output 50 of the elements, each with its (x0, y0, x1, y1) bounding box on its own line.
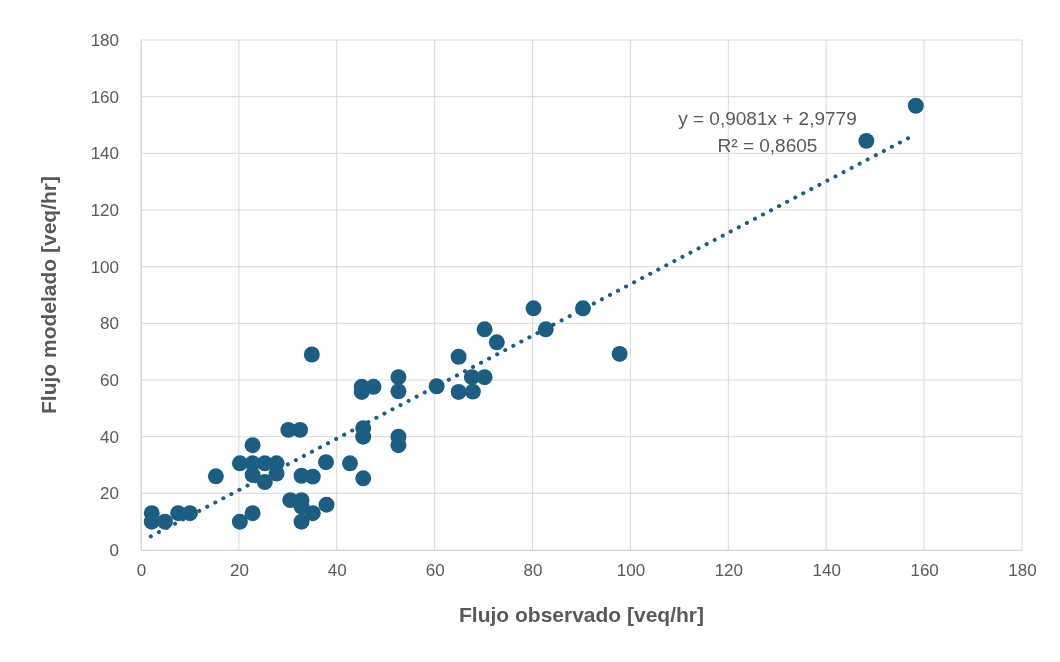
x-tick-label: 180 (1008, 561, 1037, 581)
point (450, 383, 467, 400)
y-tick-label: 20 (100, 484, 119, 504)
y-tick-label: 60 (100, 370, 119, 390)
y-tick-label: 80 (100, 314, 119, 334)
point (342, 455, 358, 472)
point (858, 132, 875, 149)
y-tick-label: 40 (100, 427, 119, 447)
point (476, 369, 493, 386)
y-tick-label: 140 (90, 144, 119, 164)
x-tick-label: 120 (714, 561, 744, 581)
point (244, 505, 261, 522)
point (318, 496, 335, 513)
point (390, 383, 407, 400)
point (390, 369, 407, 386)
y-tick-label: 160 (90, 87, 119, 107)
point (318, 454, 334, 471)
point (157, 513, 173, 530)
point (450, 348, 467, 365)
point (293, 513, 310, 530)
point (355, 470, 372, 487)
x-tick-label: 60 (425, 561, 445, 581)
x-tick-label: 140 (812, 561, 841, 581)
y-tick-label: 100 (90, 257, 119, 277)
annotation: R² = 0,8605 (717, 135, 818, 156)
y-tick-label: 0 (109, 540, 119, 560)
point (303, 346, 320, 363)
point (244, 437, 261, 454)
x-tick-label: 0 (136, 561, 147, 581)
point (464, 383, 481, 400)
point (292, 421, 309, 438)
x-tick-label: 100 (616, 561, 646, 581)
point (907, 97, 924, 114)
point (304, 505, 321, 522)
y-tick-label: 180 (90, 30, 119, 50)
point (207, 468, 224, 485)
point (525, 300, 542, 317)
x-tick-label: 20 (229, 561, 249, 581)
annotation: y = 0,9081x + 2,9779 (678, 108, 857, 129)
y-axis-title: Flujo modelado [veq/hr] (37, 175, 60, 415)
y-tick-label: 120 (90, 200, 119, 220)
x-tick-label: 160 (910, 561, 939, 581)
point (365, 378, 382, 395)
point (231, 513, 248, 530)
x-tick-label: 80 (523, 561, 543, 581)
point (488, 334, 505, 351)
x-axis-title: Flujo observado [veq/hr] (458, 603, 705, 626)
point (611, 345, 628, 362)
x-tick-label: 40 (327, 561, 347, 581)
point (476, 321, 493, 338)
